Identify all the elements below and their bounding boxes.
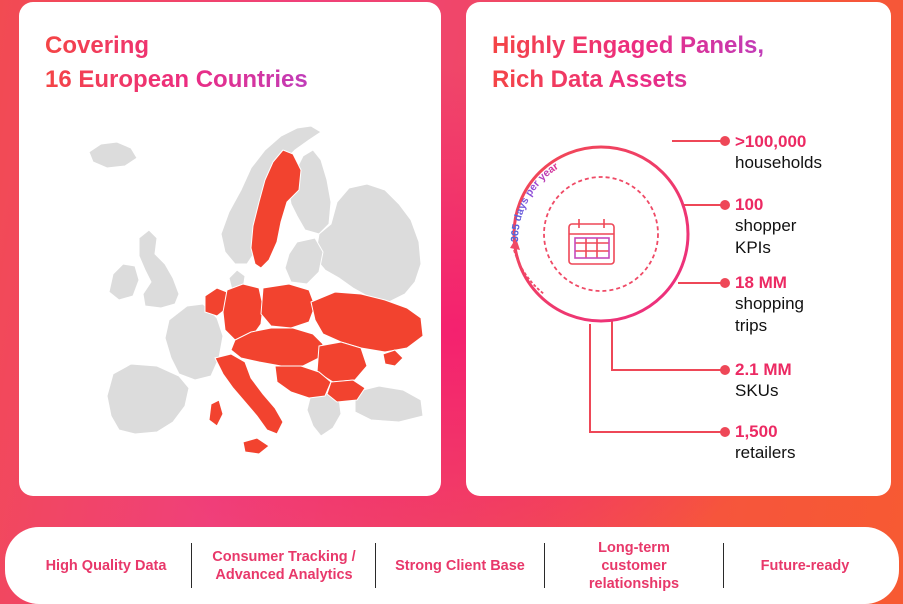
- engagement-card: Highly Engaged Panels, Rich Data Assets: [466, 2, 891, 496]
- map-russia-west: [314, 183, 422, 303]
- stat-label: KPIs: [735, 238, 771, 257]
- stat-retailers: 1,500 retailers: [735, 422, 795, 464]
- calendar-icon: [568, 219, 615, 265]
- pillar-line: High Quality Data: [45, 557, 167, 574]
- europe-map: [88, 125, 424, 455]
- map-sweden: [250, 149, 302, 269]
- map-turkey: [354, 385, 424, 423]
- map-uk: [138, 229, 180, 309]
- stat-label: trips: [735, 316, 768, 335]
- pillar-line: customer: [601, 557, 667, 574]
- stat-kpis: 100 shopper KPIs: [735, 195, 796, 259]
- map-iceland: [88, 141, 138, 169]
- map-ireland: [108, 263, 140, 301]
- stat-label: retailers: [735, 443, 796, 462]
- stat-label: SKUs: [735, 381, 779, 400]
- coverage-card: Covering 16 European Countries: [19, 2, 441, 496]
- map-sicily: [242, 437, 270, 455]
- map-sardinia: [208, 399, 224, 427]
- engagement-graphic: 365 days per year: [509, 136, 730, 437]
- pillar-line: Long-term: [598, 539, 670, 556]
- stat-value: 2.1 MM: [735, 360, 792, 379]
- inner-dashed-ring: [543, 176, 659, 292]
- dot-households: [720, 136, 730, 146]
- pillar-future-ready: Future-ready: [725, 527, 885, 604]
- stat-value: 100: [735, 195, 764, 214]
- stat-value: >100,000: [735, 132, 807, 151]
- dot-kpis: [720, 200, 730, 210]
- stat-value: 18 MM: [735, 273, 787, 292]
- pillar-line: Advanced Analytics: [215, 566, 353, 583]
- connector-retailers: [589, 324, 724, 433]
- dot-skus: [720, 365, 730, 375]
- pillar-line: relationships: [588, 575, 680, 592]
- map-italy: [214, 353, 284, 435]
- pillar-line: Consumer Tracking /: [212, 548, 356, 565]
- connector-skus: [611, 320, 724, 371]
- pillar-strong-client-base: Strong Client Base: [377, 527, 543, 604]
- map-france: [164, 303, 224, 381]
- pillar-divider: [191, 543, 192, 588]
- pillars-bar: High Quality Data Consumer Tracking / Ad…: [5, 527, 899, 604]
- stat-value: 1,500: [735, 422, 778, 441]
- ring-arrow-arc: [513, 249, 545, 295]
- pillar-line: Strong Client Base: [395, 557, 525, 574]
- pillar-divider: [544, 543, 545, 588]
- dot-trips: [720, 278, 730, 288]
- map-poland: [260, 283, 316, 329]
- pillar-divider: [375, 543, 376, 588]
- stat-households: >100,000 households: [735, 132, 822, 174]
- map-crimea: [382, 349, 404, 367]
- stat-trips: 18 MM shopping trips: [735, 273, 804, 337]
- map-iberia: [106, 363, 190, 435]
- stat-skus: 2.1 MM SKUs: [735, 360, 792, 402]
- stat-label: households: [735, 153, 822, 172]
- ring-arrow-head: [510, 238, 520, 250]
- pillar-line: Future-ready: [760, 557, 850, 574]
- map-ukraine: [310, 291, 424, 353]
- dot-retailers: [720, 427, 730, 437]
- pillar-divider: [723, 543, 724, 588]
- pillar-consumer-tracking: Consumer Tracking / Advanced Analytics: [195, 527, 373, 604]
- map-balkans: [274, 365, 332, 399]
- pillar-long-term-relationships: Long-term customer relationships: [546, 527, 722, 604]
- map-baltics: [284, 237, 324, 285]
- stat-label: shopping: [735, 294, 805, 313]
- pillar-high-quality-data: High Quality Data: [25, 527, 187, 604]
- map-bulgaria: [326, 379, 366, 403]
- stat-label: shopper: [735, 216, 797, 235]
